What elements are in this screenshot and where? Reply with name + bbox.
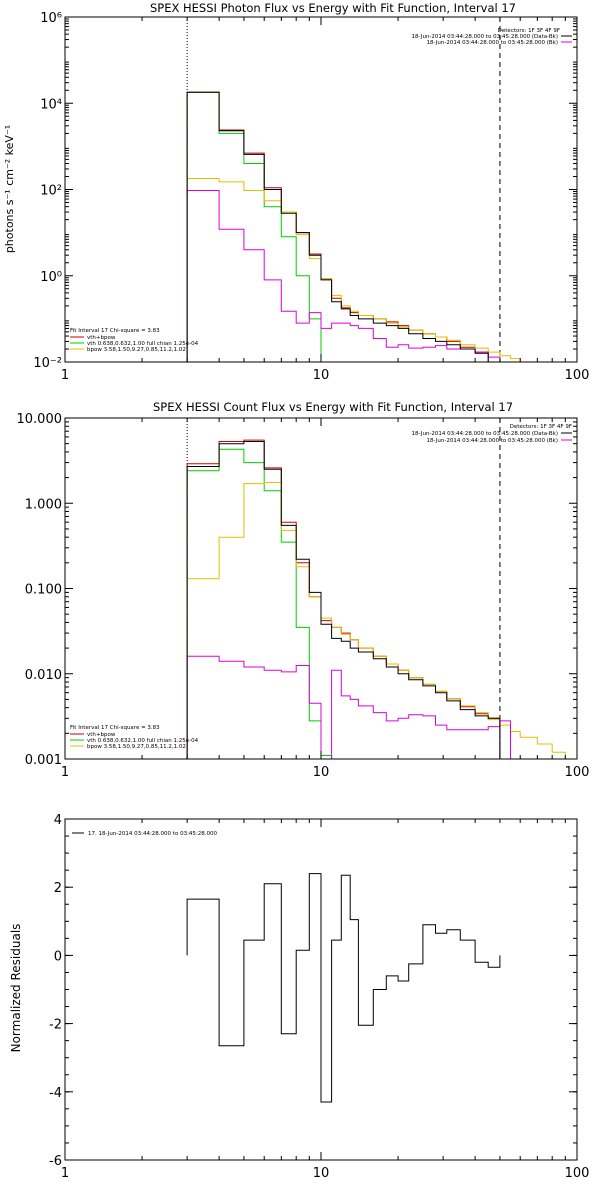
photon-series [186,91,521,362]
photon-legend-vth: vth 0.638,0.632,1.00 full chian 1.25e-04 [87,341,199,347]
count-ytick-label: 0.001 [25,753,62,768]
photon-series-data-bk [186,91,489,362]
count-legend-interval: Fit Interval 17 Chi-square = 3.83 [70,725,160,731]
photon-axes: 1 10 100 10⁻² 10⁰ 10² 10⁴ 10⁶ [33,11,589,383]
count-legend-vth: vth 0.638,0.632,1.00 full chian 1.25e-04 [87,738,199,744]
photon-title: SPEX HESSI Photon Flux vs Energy with Fi… [150,1,516,15]
count-axes: 1 10 100 0.001 0.010 0.100 1.000 10.000 [17,412,590,780]
count-series [186,439,577,760]
count-xtick-label: 100 [565,765,590,780]
photon-legend-bk: 18-Jun-2014 03:44:28.000 to 03:45:28.000… [426,40,558,46]
photon-series-vth-bpow [186,91,489,362]
count-vlines [186,418,501,759]
photon-xtick-label: 100 [565,368,590,383]
photon-series-bpow [186,178,521,362]
photon-ytick-label: 10⁴ [40,97,62,112]
photon-ytick-label: 10⁻² [33,356,62,371]
resid-ytick-label: 0 [54,949,62,964]
photon-vlines [186,17,501,362]
resid-xtick-label: 100 [565,1166,590,1181]
count-xtick-label: 1 [61,765,69,780]
photon-ytick-label: 10⁶ [40,11,62,26]
resid-axes: 1 10 100 -6 -4 -2 0 2 4 [49,813,589,1181]
resid-ytick-label: 4 [54,813,62,828]
photon-xtick-label: 1 [61,368,69,383]
count-series-data-bk [186,441,501,759]
count-title: SPEX HESSI Count Flux vs Energy with Fit… [153,400,513,414]
count-flux-panel: SPEX HESSI Count Flux vs Energy with Fit… [17,400,590,780]
count-legend-bpow: bpow 3.58,1.50,9.27,0.85,11.2,1.02 [87,744,186,750]
resid-series [186,873,501,1103]
count-ytick-label: 1.000 [25,497,62,512]
resid-series-residuals [186,873,501,1103]
photon-legend-bpow: bpow 3.58,1.50,9.27,0.85,11.2,1.02 [87,347,186,353]
count-series-vth-bpow [186,439,501,759]
count-xtick-label: 10 [313,765,330,780]
photon-legend-data: 18-Jun-2014 03:44:28.000 to 03:45:28.000… [412,34,558,40]
resid-ytick-label: -6 [49,1154,62,1169]
photon-ytick-label: 10² [40,184,62,199]
photon-legend-top: Detectors: 1F 3F 4F 9F 18-Jun-2014 03:44… [412,28,572,46]
count-detectors: Detectors: 1F 3F 4F 9F [510,424,572,430]
photon-ylabel: photons s⁻¹ cm⁻² keV⁻¹ [3,125,16,253]
count-legend-data: 18-Jun-2014 03:44:28.000 to 03:45:28.000… [412,431,558,437]
resid-xtick-label: 10 [313,1166,330,1181]
photon-legend-total: vth+bpow [87,335,116,341]
photon-xtick-label: 10 [313,368,330,383]
count-legend-bottom: Fit Interval 17 Chi-square = 3.83 vth+bp… [70,725,199,750]
count-ytick-label: 10.000 [17,412,63,427]
resid-legend-text: 17. 18-Jun-2014 03:44:28.000 to 03:45:28… [88,831,218,837]
photon-detectors: Detectors: 1F 3F 4F 9F [498,28,560,34]
count-legend-top: Detectors: 1F 3F 4F 9F 18-Jun-2014 03:44… [412,424,572,444]
resid-xtick-label: 1 [61,1166,69,1181]
photon-series-vth [186,91,322,362]
resid-ytick-label: -2 [49,1018,62,1033]
photon-ytick-label: 10⁰ [40,270,62,285]
count-legend-total: vth+bpow [87,732,116,738]
resid-ylabel: Normalized Residuals [9,924,23,1053]
count-ytick-label: 0.100 [25,583,62,598]
photon-legend-interval: Fit Interval 17 Chi-square = 3.83 [70,328,160,334]
count-series-bk [186,655,511,759]
resid-legend: 17. 18-Jun-2014 03:44:28.000 to 03:45:28… [72,831,218,837]
count-ytick-label: 0.010 [25,668,62,683]
count-series-bpow [186,482,577,760]
resid-ytick-label: -4 [49,1086,62,1101]
photon-legend-bottom: Fit Interval 17 Chi-square = 3.83 vth+bp… [70,328,199,353]
count-series-vth [186,448,333,759]
residuals-panel: Normalized Residuals 1 10 100 -6 -4 -2 0 2 4 17.… [9,813,589,1181]
count-legend-bk: 18-Jun-2014 03:44:28.000 to 03:45:28.000… [426,438,558,444]
resid-ytick-label: 2 [54,881,62,896]
photon-series-bk [186,190,501,362]
photon-flux-panel: SPEX HESSI Photon Flux vs Energy with Fi… [3,1,589,383]
